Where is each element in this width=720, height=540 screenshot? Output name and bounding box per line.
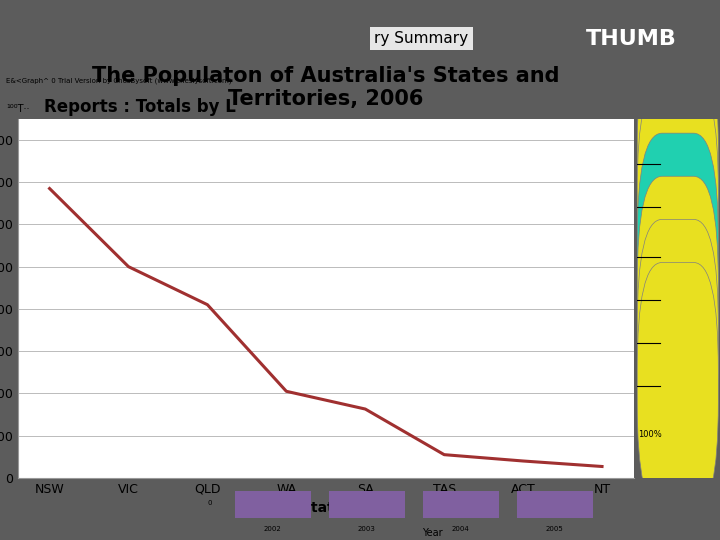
Title: The Populaton of Australia's States and
Territories, 2006: The Populaton of Australia's States and …: [92, 66, 559, 109]
Text: Year: Year: [422, 528, 442, 537]
X-axis label: States: States: [300, 501, 351, 515]
Bar: [329, 491, 405, 517]
Text: 2002: 2002: [264, 526, 282, 532]
Text: Reports : Totals by L: Reports : Totals by L: [45, 98, 236, 117]
FancyBboxPatch shape: [637, 176, 719, 424]
Text: 2004: 2004: [451, 526, 469, 532]
Text: 2005: 2005: [546, 526, 564, 532]
Text: THUMB: THUMB: [586, 29, 677, 49]
Text: 100%: 100%: [638, 430, 662, 440]
Text: 2003: 2003: [358, 526, 376, 532]
Bar: [517, 491, 593, 517]
Text: 0: 0: [208, 501, 212, 507]
FancyBboxPatch shape: [637, 83, 719, 330]
Text: ¹⁰⁰T··: ¹⁰⁰T··: [6, 104, 30, 114]
FancyBboxPatch shape: [637, 219, 719, 467]
Bar: [235, 491, 311, 517]
FancyBboxPatch shape: [637, 133, 719, 381]
Bar: [423, 491, 499, 517]
FancyBboxPatch shape: [637, 40, 719, 288]
Text: E&<Graph^ 0 Trial Version by ChesBysoft (www.cheslysoft.com): E&<Graph^ 0 Trial Version by ChesBysoft …: [6, 77, 232, 84]
FancyBboxPatch shape: [637, 262, 719, 510]
Text: ry Summary: ry Summary: [374, 31, 469, 46]
